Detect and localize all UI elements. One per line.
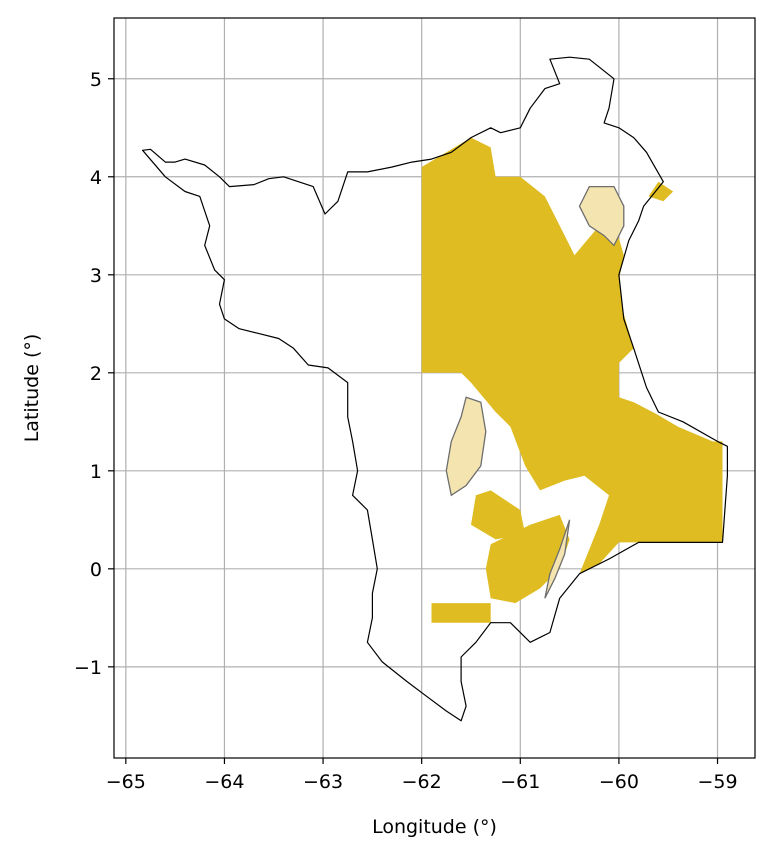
concession-area [431,603,491,623]
y-tick-label: 4 [90,167,102,189]
x-tick-label: −65 [106,771,146,793]
y-tick-label: 1 [90,461,102,483]
y-tick-label: 5 [90,69,102,91]
x-tick-label: −59 [697,771,737,793]
x-tick-label: −63 [303,771,343,793]
y-tick-label: 2 [90,363,102,385]
y-tick-label: 0 [90,559,102,581]
y-tick-label: 3 [90,265,102,287]
protected-area [445,396,487,497]
concession-area [485,514,570,604]
axis-ticks: −65 −64 −63 −62 −61 −60 −59 −1 0 1 2 3 4 5 [74,69,738,793]
protected-area [578,185,625,247]
region-boundary [142,56,728,722]
x-tick-label: −64 [204,771,244,793]
x-tick-label: −62 [402,771,442,793]
concession-area [648,181,674,202]
map-features [142,56,728,722]
concession-area [471,490,526,540]
concession-area [421,137,723,574]
protected-area [544,519,571,599]
grid-lines [114,18,755,758]
x-axis-label: Longitude (°) [372,816,497,838]
plot-frame [113,17,756,759]
y-tick-label: −1 [74,657,102,679]
y-axis-label: Latitude (°) [21,334,43,443]
x-tick-label: −60 [599,771,639,793]
x-tick-label: −61 [500,771,540,793]
